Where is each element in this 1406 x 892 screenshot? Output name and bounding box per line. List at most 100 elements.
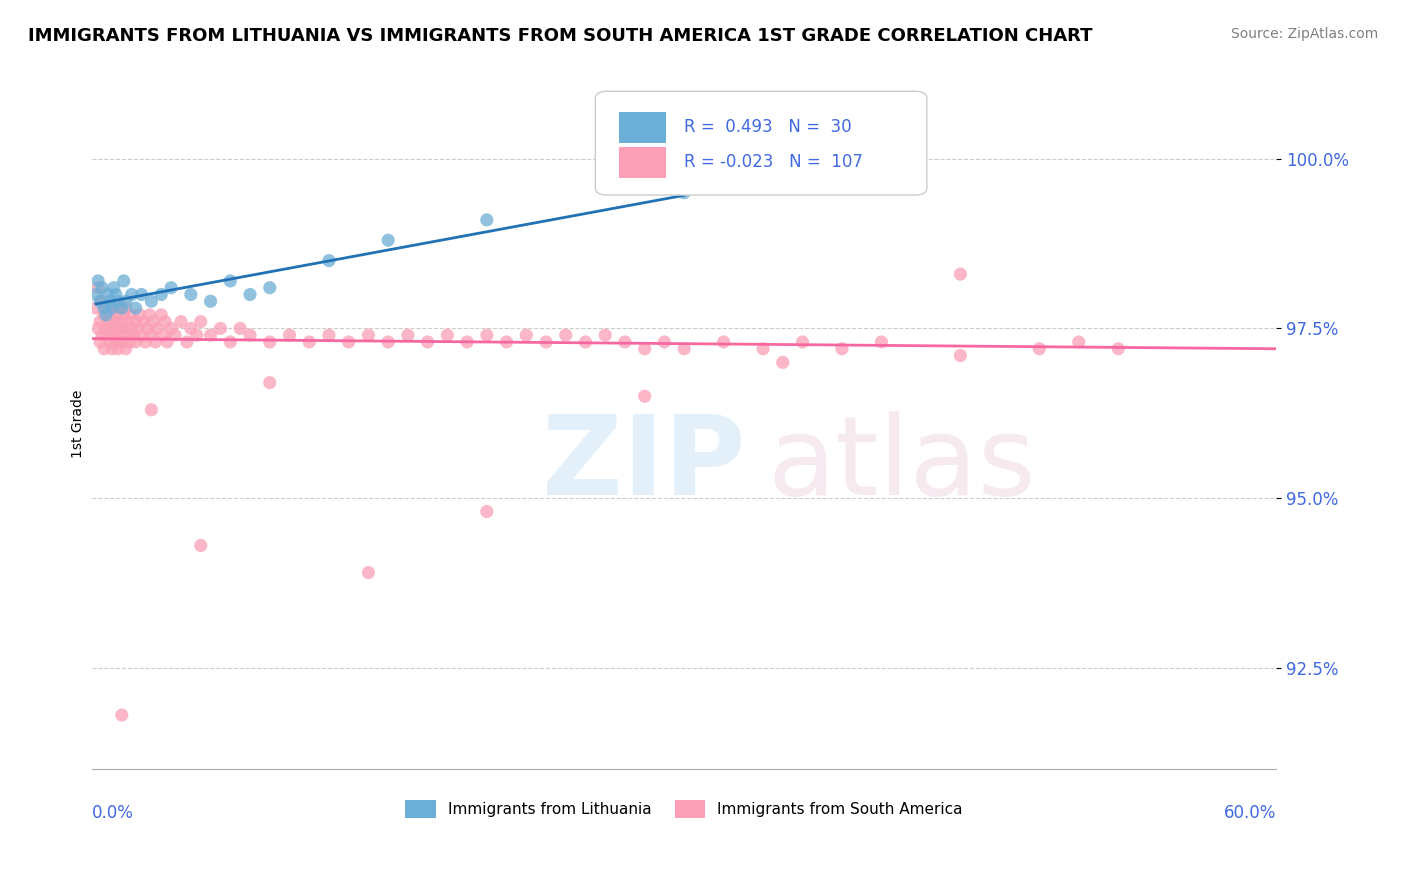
Point: [613, 334, 636, 349]
Point: [200, 294, 222, 309]
Point: [337, 334, 360, 349]
Point: [112, 274, 135, 288]
Point: [673, 186, 696, 200]
Point: [103, 281, 125, 295]
Point: [114, 301, 136, 315]
Point: [93, 308, 115, 322]
Point: [574, 334, 596, 349]
Point: [377, 334, 399, 349]
Point: [153, 315, 176, 329]
Point: [122, 328, 145, 343]
Point: [141, 402, 163, 417]
Text: ZIP: ZIP: [543, 411, 745, 518]
Point: [91, 294, 114, 309]
Point: [91, 328, 114, 343]
Point: [792, 334, 814, 349]
Point: [713, 334, 735, 349]
Point: [107, 321, 129, 335]
Point: [219, 334, 242, 349]
Point: [416, 334, 439, 349]
Point: [121, 308, 143, 322]
Point: [278, 328, 301, 343]
Point: [949, 267, 972, 281]
Point: [318, 253, 340, 268]
Point: [84, 287, 107, 301]
Point: [101, 342, 124, 356]
Point: [1107, 342, 1129, 356]
Point: [97, 287, 120, 301]
Point: [396, 328, 419, 343]
Point: [101, 301, 124, 315]
Point: [138, 308, 160, 322]
Point: [200, 328, 222, 343]
Point: [103, 328, 125, 343]
Point: [143, 334, 166, 349]
Point: [150, 308, 173, 322]
Point: [515, 328, 537, 343]
Point: [114, 342, 136, 356]
Point: [170, 315, 193, 329]
Point: [229, 321, 252, 335]
Point: [186, 328, 208, 343]
Point: [593, 328, 616, 343]
Point: [107, 294, 129, 309]
Point: [128, 308, 150, 322]
FancyBboxPatch shape: [619, 146, 666, 178]
Point: [357, 566, 380, 580]
Point: [121, 321, 143, 335]
Point: [165, 328, 187, 343]
Point: [673, 342, 696, 356]
Point: [94, 301, 117, 315]
Point: [87, 321, 110, 335]
Point: [456, 334, 478, 349]
Point: [124, 301, 146, 315]
Point: [156, 334, 179, 349]
Point: [176, 334, 198, 349]
Point: [107, 342, 129, 356]
Point: [118, 334, 141, 349]
Point: [101, 301, 124, 315]
Point: [114, 294, 136, 309]
Point: [870, 334, 893, 349]
Point: [89, 315, 111, 329]
Point: [97, 315, 120, 329]
Point: [111, 708, 134, 723]
Point: [94, 321, 117, 335]
Point: [117, 328, 139, 343]
Point: [534, 334, 557, 349]
Point: [554, 328, 576, 343]
Point: [190, 315, 212, 329]
Point: [94, 308, 117, 322]
Point: [209, 321, 232, 335]
Point: [475, 328, 498, 343]
Point: [98, 294, 121, 309]
Point: [97, 328, 120, 343]
Point: [111, 334, 134, 349]
Point: [634, 342, 657, 356]
Point: [377, 233, 399, 247]
Point: [160, 321, 183, 335]
Text: atlas: atlas: [768, 411, 1035, 518]
Point: [475, 504, 498, 518]
Point: [87, 281, 110, 295]
Point: [1067, 334, 1090, 349]
Point: [436, 328, 458, 343]
Point: [141, 328, 163, 343]
Point: [108, 328, 131, 343]
Point: [101, 321, 124, 335]
Point: [190, 539, 212, 553]
Point: [259, 334, 281, 349]
Point: [87, 274, 110, 288]
Point: [124, 315, 146, 329]
Point: [146, 321, 169, 335]
Point: [104, 334, 127, 349]
Point: [111, 315, 134, 329]
Point: [150, 287, 173, 301]
Point: [108, 301, 131, 315]
Point: [131, 328, 153, 343]
Point: [160, 281, 183, 295]
Point: [634, 389, 657, 403]
Point: [239, 287, 262, 301]
Text: 60.0%: 60.0%: [1223, 804, 1277, 822]
Point: [98, 308, 121, 322]
